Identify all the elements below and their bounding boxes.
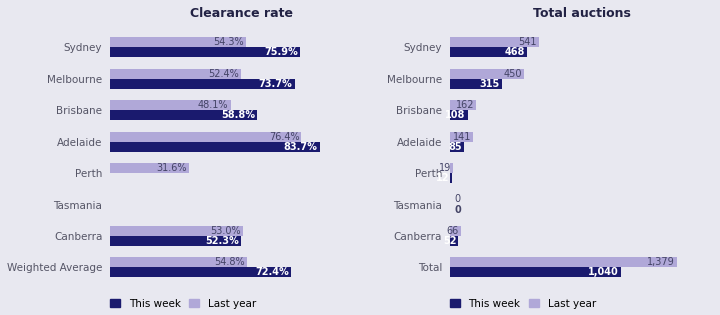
Bar [450, 110, 467, 120]
Text: 468: 468 [504, 47, 525, 57]
Text: 72.4%: 72.4% [256, 267, 289, 278]
Text: 162: 162 [456, 100, 474, 110]
Text: 73.7%: 73.7% [259, 79, 292, 89]
Text: 12: 12 [436, 173, 450, 183]
Bar [450, 173, 452, 183]
Bar [110, 236, 241, 246]
Bar [110, 69, 241, 79]
Bar [450, 163, 453, 173]
Text: 541: 541 [518, 37, 536, 47]
Text: 1,379: 1,379 [647, 257, 675, 267]
Text: 141: 141 [453, 132, 471, 142]
Text: 52.3%: 52.3% [205, 236, 239, 246]
Bar [450, 236, 459, 246]
Bar [450, 100, 477, 110]
Bar [110, 47, 300, 57]
Text: 83.7%: 83.7% [284, 142, 318, 152]
Text: 76.4%: 76.4% [269, 132, 300, 142]
Bar [450, 47, 527, 57]
Text: 58.8%: 58.8% [221, 110, 256, 120]
Text: 52.4%: 52.4% [209, 69, 239, 79]
Bar [110, 79, 294, 89]
Bar [450, 132, 473, 142]
Bar [110, 100, 230, 110]
Bar [110, 226, 243, 236]
Bar [110, 142, 320, 152]
Bar [450, 267, 621, 278]
Bar [110, 110, 257, 120]
Text: 54.3%: 54.3% [213, 37, 244, 47]
Text: 53.0%: 53.0% [210, 226, 240, 236]
Text: 315: 315 [480, 79, 500, 89]
Bar [110, 37, 246, 47]
Text: 85: 85 [448, 142, 462, 152]
Text: 19: 19 [438, 163, 451, 173]
Text: 75.9%: 75.9% [264, 47, 298, 57]
Text: 1,040: 1,040 [588, 267, 618, 278]
Title: Total auctions: Total auctions [533, 7, 631, 20]
Bar [450, 37, 539, 47]
Legend: This week, Last year: This week, Last year [110, 299, 256, 309]
Text: 108: 108 [445, 110, 466, 120]
Bar [450, 79, 502, 89]
Text: 48.1%: 48.1% [198, 100, 228, 110]
Text: 31.6%: 31.6% [156, 163, 187, 173]
Bar [110, 257, 248, 267]
Text: 0: 0 [454, 204, 461, 215]
Title: Clearance rate: Clearance rate [190, 7, 293, 20]
Text: 52: 52 [443, 236, 456, 246]
Text: 450: 450 [503, 69, 522, 79]
Bar [110, 132, 302, 142]
Bar [450, 142, 464, 152]
Bar [110, 267, 292, 278]
Bar [450, 69, 524, 79]
Text: 0: 0 [454, 194, 460, 204]
Bar [110, 163, 189, 173]
Text: 66: 66 [446, 226, 459, 236]
Text: 54.8%: 54.8% [215, 257, 246, 267]
Legend: This week, Last year: This week, Last year [450, 299, 596, 309]
Bar [450, 226, 461, 236]
Bar [450, 257, 677, 267]
